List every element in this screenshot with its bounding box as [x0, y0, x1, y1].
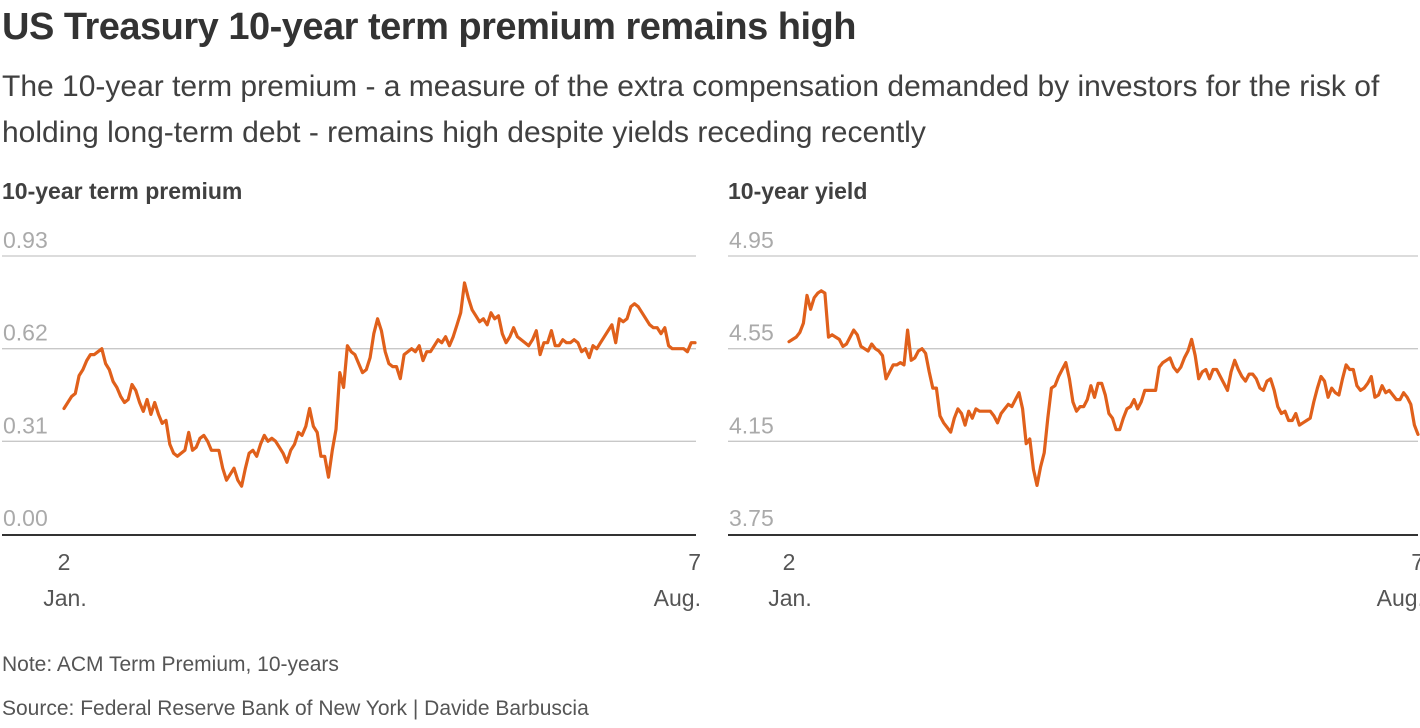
x-tick-day: 7: [1411, 549, 1420, 575]
y-tick-label: 4.95: [729, 227, 774, 253]
x-tick-month: Jan.: [768, 585, 811, 611]
right-panel-title: 10-year yield: [728, 178, 868, 204]
x-tick-day: 2: [783, 549, 796, 575]
term-premium-chart: 0.00 0.31 0.62 0.93 2 Jan. 7 Aug.: [2, 227, 700, 611]
note-text: Note: ACM Term Premium, 10-years: [2, 653, 339, 676]
y-tick-label: 4.55: [729, 320, 774, 346]
x-tick-day: 7: [688, 549, 700, 575]
source-text: Source: Federal Reserve Bank of New York…: [2, 697, 589, 720]
y-tick-label: 3.75: [729, 505, 774, 531]
x-tick-month: Aug.: [1377, 585, 1420, 611]
y-tick-label: 0.93: [3, 227, 48, 253]
y-tick-label: 0.00: [3, 505, 48, 531]
chart-title: US Treasury 10-year term premium remains…: [2, 6, 856, 48]
chart-subtitle: The 10-year term premium - a measure of …: [2, 70, 1380, 149]
yield-chart: 3.75 4.15 4.55 4.95 2 Jan. 7 Aug.: [728, 227, 1420, 611]
x-tick-month: Aug.: [654, 585, 700, 611]
series-line: [62, 281, 697, 488]
left-panel-title: 10-year term premium: [2, 178, 243, 204]
x-tick-month: Jan.: [43, 585, 86, 611]
y-tick-label: 4.15: [729, 412, 774, 438]
y-tick-label: 0.31: [3, 412, 48, 438]
series-line: [787, 289, 1420, 487]
y-tick-label: 0.62: [3, 320, 48, 346]
x-tick-day: 2: [58, 549, 71, 575]
